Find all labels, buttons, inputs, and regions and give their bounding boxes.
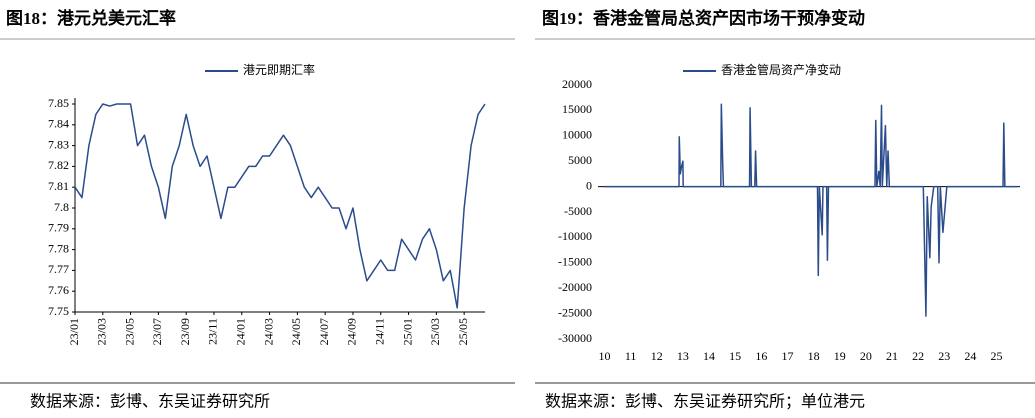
- y-tick-label: -10000: [558, 229, 592, 243]
- x-tick-label: 22: [912, 349, 924, 363]
- y-tick-label: 7.84: [48, 117, 69, 131]
- series-line: [74, 103, 486, 309]
- source-note: 数据来源：彭博、东吴证券研究所；单位港元: [545, 393, 865, 411]
- x-tick-label: 24/07: [317, 318, 331, 345]
- y-tick-label: 7.83: [48, 137, 69, 151]
- y-tick-label: 5000: [568, 153, 592, 167]
- y-tick-label: 7.78: [48, 241, 69, 255]
- y-tick-label: 7.85: [48, 96, 69, 110]
- y-tick-label: 20000: [562, 77, 592, 91]
- x-tick-label: 25/01: [400, 318, 414, 345]
- x-tick-label: 14: [703, 349, 715, 363]
- legend-label: 香港金管局资产净变动: [721, 62, 841, 77]
- x-tick-label: 20: [860, 349, 872, 363]
- x-tick-label: 11: [625, 349, 637, 363]
- series-line: [604, 103, 1018, 317]
- x-tick-label: 25/03: [428, 318, 442, 345]
- x-tick-label: 23/09: [178, 318, 192, 345]
- x-tick-label: 23/01: [67, 318, 81, 345]
- x-tick-label: 23/11: [206, 318, 220, 345]
- x-tick-label: 24/09: [345, 318, 359, 345]
- y-tick-label: -25000: [558, 305, 592, 319]
- y-tick-label: 0: [586, 178, 592, 192]
- y-tick-label: -15000: [558, 255, 592, 269]
- y-tick-label: 10000: [562, 128, 592, 142]
- x-tick-label: 10: [599, 349, 611, 363]
- x-tick-label: 23: [938, 349, 950, 363]
- x-tick-label: 24/01: [234, 318, 248, 345]
- y-tick-label: 7.82: [48, 158, 69, 172]
- x-tick-label: 12: [651, 349, 663, 363]
- y-tick-label: -20000: [558, 280, 592, 294]
- x-tick-label: 18: [808, 349, 820, 363]
- x-tick-label: 17: [781, 349, 793, 363]
- source-note: 数据来源：彭博、东吴证券研究所: [30, 393, 270, 411]
- y-tick-label: 7.81: [48, 179, 69, 193]
- x-tick-label: 24: [964, 349, 976, 363]
- x-tick-label: 23/05: [122, 318, 136, 345]
- x-tick-label: 24/03: [261, 318, 275, 345]
- x-tick-label: 25/05: [456, 318, 470, 345]
- x-tick-label: 16: [755, 349, 767, 363]
- y-tick-label: 7.79: [48, 221, 69, 235]
- x-tick-label: 25: [990, 349, 1002, 363]
- x-tick-label: 23/07: [150, 318, 164, 345]
- x-tick-label: 24/11: [373, 318, 387, 345]
- x-tick-label: 21: [886, 349, 898, 363]
- y-tick-label: 7.77: [48, 262, 69, 276]
- x-tick-label: 24/05: [289, 318, 303, 345]
- x-tick-label: 23/03: [95, 318, 109, 345]
- y-tick-label: 7.75: [48, 304, 69, 318]
- x-tick-label: 15: [729, 349, 741, 363]
- x-tick-label: 19: [834, 349, 846, 363]
- y-tick-label: 7.76: [48, 283, 69, 297]
- legend-label: 港元即期汇率: [243, 62, 315, 77]
- chart-title: 图18：港元兑美元汇率: [6, 8, 176, 28]
- chart-title: 图19：香港金管局总资产因市场干预净变动: [542, 8, 865, 28]
- y-tick-label: -30000: [558, 331, 592, 345]
- x-tick-label: 13: [677, 349, 689, 363]
- y-tick-label: 15000: [562, 102, 592, 116]
- y-tick-label: -5000: [564, 204, 592, 218]
- y-tick-label: 7.8: [54, 200, 69, 214]
